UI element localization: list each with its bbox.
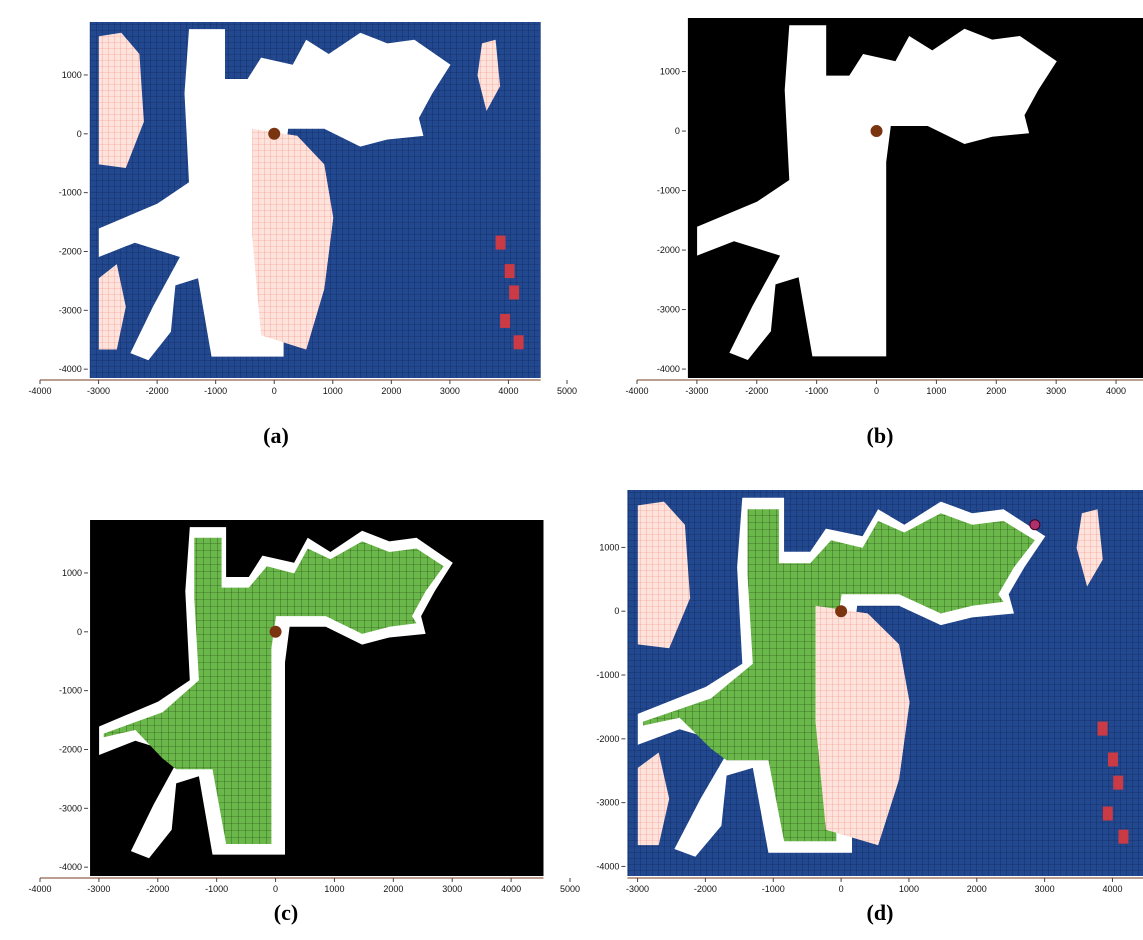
traversable-region [643, 509, 1035, 842]
y-tick-label: -1000 [59, 188, 82, 198]
y-tick-label: 0 [675, 126, 680, 136]
occupied-cell [504, 264, 515, 279]
y-tick-label: 1000 [62, 568, 82, 578]
caption-d: (d) [866, 900, 894, 925]
x-tick-label: 3000 [440, 386, 460, 396]
x-tick-label: -4000 [28, 386, 51, 396]
x-tick-label: 2000 [381, 386, 401, 396]
plot-d: -3000 -2000 -1000 0 1000 2000 3000 4000 1000 0 -10… [596, 490, 1143, 894]
unknown-region [637, 752, 670, 846]
x-tick-label: 3000 [1035, 884, 1055, 894]
y-tick-label: -1000 [59, 686, 82, 696]
y-tick-label: -4000 [59, 862, 82, 872]
x-tick-label: -3000 [626, 884, 649, 894]
occupied-cell [1118, 829, 1129, 844]
y-tick-label: 0 [614, 606, 619, 616]
unknown-region [98, 264, 126, 350]
x-tick-label: 3000 [1046, 386, 1066, 396]
y-tick-label: -4000 [657, 364, 680, 374]
x-tick-label: 1000 [926, 386, 946, 396]
occupied-cell [509, 285, 520, 300]
x-tick-label: 4000 [1102, 884, 1122, 894]
x-tick-label: 2000 [986, 386, 1006, 396]
x-tick-label: -4000 [625, 386, 648, 396]
robot-marker [269, 625, 282, 638]
y-tick-label: 0 [77, 129, 82, 139]
x-tick-label: -2000 [146, 884, 169, 894]
occupied-cell [495, 235, 506, 250]
x-tick-label: 5000 [557, 386, 577, 396]
caption-b: (b) [866, 423, 894, 448]
occupied-cell [1097, 721, 1108, 736]
unknown-region [815, 605, 910, 846]
x-tick-label: 5000 [560, 884, 580, 894]
caption-c: (c) [273, 900, 299, 925]
x-tick-label: -1000 [762, 884, 785, 894]
panel-a: -4000 -3000 -2000 -1000 0 1000 2000 3000 4000 500… [0, 0, 580, 470]
traversable-region [103, 537, 444, 844]
y-tick-label: -3000 [59, 803, 82, 813]
x-tick-label: -1000 [205, 884, 228, 894]
panel-c: -4000 -3000 -2000 -1000 0 1000 2000 3000 4000 500… [0, 480, 580, 940]
free-space [697, 25, 1057, 360]
robot-marker [835, 605, 848, 618]
panel-b: -4000 -3000 -2000 -1000 0 1000 2000 3000 4000 100… [580, 0, 1143, 470]
goal-marker [1029, 519, 1041, 531]
y-tick-label: 1000 [660, 67, 680, 77]
occupied-cell [500, 313, 511, 328]
y-tick-label: -2000 [657, 245, 680, 255]
y-tick-label: -3000 [657, 305, 680, 315]
unknown-region [252, 128, 334, 350]
occupied-cell [1107, 752, 1118, 767]
plot-a: -4000 -3000 -2000 -1000 0 1000 2000 3000 4000 500… [28, 22, 577, 396]
x-tick-label: 0 [273, 884, 278, 894]
y-tick-label: -3000 [59, 305, 82, 315]
x-tick-label: 0 [839, 884, 844, 894]
y-tick-label: 1000 [599, 542, 619, 552]
x-tick-label: 0 [874, 386, 879, 396]
y-tick-label: -2000 [59, 744, 82, 754]
y-tick-label: -3000 [596, 798, 619, 808]
occupied-cell [513, 335, 524, 350]
robot-marker [870, 125, 883, 138]
x-tick-label: 4000 [498, 386, 518, 396]
unknown-region [477, 39, 501, 111]
x-tick-label: -3000 [87, 386, 110, 396]
unknown-region [98, 32, 144, 169]
robot-marker [268, 127, 281, 140]
y-tick-label: -2000 [59, 246, 82, 256]
y-tick-label: -1000 [657, 186, 680, 196]
plot-b: -4000 -3000 -2000 -1000 0 1000 2000 3000 4000 100… [625, 18, 1143, 396]
occupied-cell [1113, 775, 1124, 790]
unknown-region [1076, 509, 1103, 587]
plot-c: -4000 -3000 -2000 -1000 0 1000 2000 3000 4000 500… [28, 520, 580, 894]
x-tick-label: 4000 [1106, 386, 1126, 396]
y-tick-label: -1000 [596, 670, 619, 680]
x-tick-label: 1000 [324, 884, 344, 894]
y-tick-label: -4000 [596, 861, 619, 871]
x-tick-label: -1000 [204, 386, 227, 396]
x-tick-label: -3000 [685, 386, 708, 396]
x-tick-label: -3000 [87, 884, 110, 894]
x-tick-label: 1000 [899, 884, 919, 894]
x-tick-label: 0 [272, 386, 277, 396]
x-tick-label: -1000 [805, 386, 828, 396]
y-tick-label: -2000 [596, 734, 619, 744]
x-tick-label: -4000 [28, 884, 51, 894]
x-tick-label: 4000 [501, 884, 521, 894]
occupied-cell [1102, 806, 1113, 821]
panel-d: -3000 -2000 -1000 0 1000 2000 3000 4000 1000 0 -10… [580, 480, 1143, 940]
x-tick-label: -2000 [146, 386, 169, 396]
x-tick-label: 3000 [442, 884, 462, 894]
caption-a: (a) [263, 423, 289, 448]
y-tick-label: 1000 [62, 70, 82, 80]
x-tick-label: 2000 [967, 884, 987, 894]
y-tick-label: -4000 [59, 364, 82, 374]
x-tick-label: -2000 [694, 884, 717, 894]
y-tick-label: 0 [77, 627, 82, 637]
x-tick-label: 1000 [323, 386, 343, 396]
unknown-region [637, 501, 691, 649]
x-tick-label: 2000 [383, 884, 403, 894]
x-tick-label: -2000 [745, 386, 768, 396]
